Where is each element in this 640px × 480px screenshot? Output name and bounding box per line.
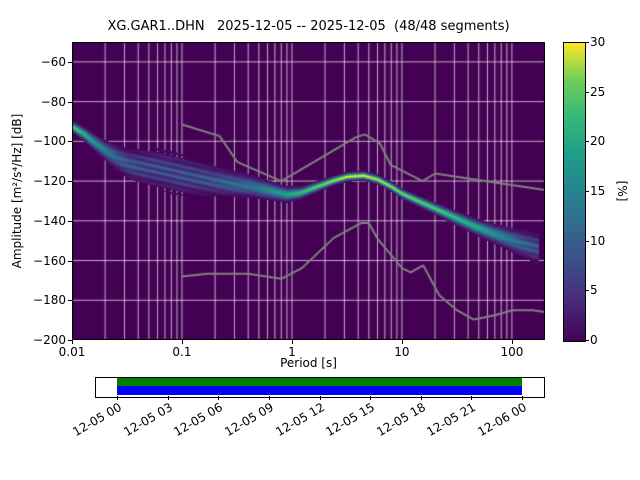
- x-tick-mark: [401, 340, 403, 344]
- timeline-tick-mark: [420, 396, 422, 400]
- timeline-tick-label: 12-05 06: [171, 400, 226, 440]
- timeline-tick-label: 12-05 12: [272, 400, 327, 440]
- timeline-tick-label: 12-06 00: [475, 400, 529, 440]
- ppsd-plot-canvas: [72, 42, 545, 340]
- timeline-tick-mark: [218, 396, 220, 400]
- y-tick-label: −80: [40, 94, 66, 109]
- y-axis-label: Amplitude [m²/s⁴/Hz] [dB]: [10, 113, 24, 269]
- timeline-tick-mark: [268, 396, 270, 400]
- colorbar-tick-label: 15: [590, 184, 606, 198]
- y-tick-label: −140: [33, 213, 66, 228]
- timeline-tick-mark: [167, 396, 169, 400]
- y-tick-label: −180: [33, 293, 66, 308]
- timeline-tick-label: 12-05 15: [323, 400, 378, 440]
- timeline-tick-mark: [319, 396, 321, 400]
- x-tick-label: 1: [288, 345, 296, 359]
- colorbar-tick-label: 5: [590, 283, 598, 298]
- colorbar-tick-mark: [585, 42, 589, 43]
- y-tick-mark: [68, 340, 72, 341]
- colorbar-label: [%]: [615, 180, 629, 202]
- x-tick-mark: [72, 340, 73, 344]
- plot-title: XG.GAR1..DHN 2025-12-05 -- 2025-12-05 (4…: [107, 19, 510, 34]
- y-tick-mark: [68, 101, 72, 103]
- timeline-tick-mark: [117, 396, 118, 400]
- y-tick-mark: [68, 141, 72, 143]
- colorbar-tick-label: 10: [590, 233, 606, 248]
- y-tick-label: −120: [33, 174, 66, 189]
- x-tick-mark: [181, 340, 183, 344]
- y-tick-mark: [68, 220, 72, 222]
- colorbar-tick-label: 30: [590, 35, 606, 49]
- colorbar-tick-label: 20: [590, 134, 606, 149]
- colorbar-tick-label: 25: [590, 84, 606, 99]
- x-tick-mark: [291, 340, 293, 344]
- y-tick-label: −200: [33, 333, 66, 347]
- y-tick-label: −160: [33, 253, 66, 268]
- colorbar-tick-mark: [585, 141, 589, 143]
- x-tick-label: 0.1: [172, 345, 192, 359]
- colorbar-tick-mark: [585, 340, 589, 341]
- colorbar-tick-mark: [585, 290, 589, 292]
- colorbar-tick-mark: [585, 91, 589, 93]
- colorbar-tick-mark: [585, 240, 589, 242]
- colorbar: [563, 42, 586, 342]
- x-axis-label: Period [s]: [280, 356, 337, 370]
- timeline-tick-mark: [370, 396, 372, 400]
- timeline-coverage-bar: [95, 377, 545, 398]
- timeline-tick-label: 12-05 03: [120, 400, 175, 440]
- y-tick-label: −60: [40, 54, 66, 69]
- colorbar-gradient: [564, 43, 585, 341]
- y-tick-mark: [68, 61, 72, 63]
- timeline-tick-label: 12-05 00: [70, 400, 124, 440]
- x-tick-mark: [511, 340, 513, 344]
- y-tick-label: −100: [33, 134, 66, 149]
- timeline-tick-mark: [522, 396, 523, 400]
- y-tick-mark: [68, 260, 72, 262]
- x-tick-label: 10: [394, 345, 410, 359]
- colorbar-tick-mark: [585, 191, 589, 192]
- colorbar-tick-label: 0: [590, 333, 598, 347]
- timeline-tick-label: 12-05 18: [374, 400, 428, 440]
- timeline-coverage-blue: [117, 386, 522, 395]
- y-tick-mark: [68, 181, 72, 183]
- timeline-tick-mark: [471, 396, 473, 400]
- timeline-tick-label: 12-05 09: [222, 400, 276, 440]
- y-tick-mark: [68, 300, 72, 302]
- x-tick-label: 0.01: [58, 345, 86, 359]
- x-tick-label: 100: [500, 345, 524, 359]
- timeline-tick-label: 12-05 21: [424, 400, 479, 440]
- timeline-coverage-green: [117, 378, 522, 386]
